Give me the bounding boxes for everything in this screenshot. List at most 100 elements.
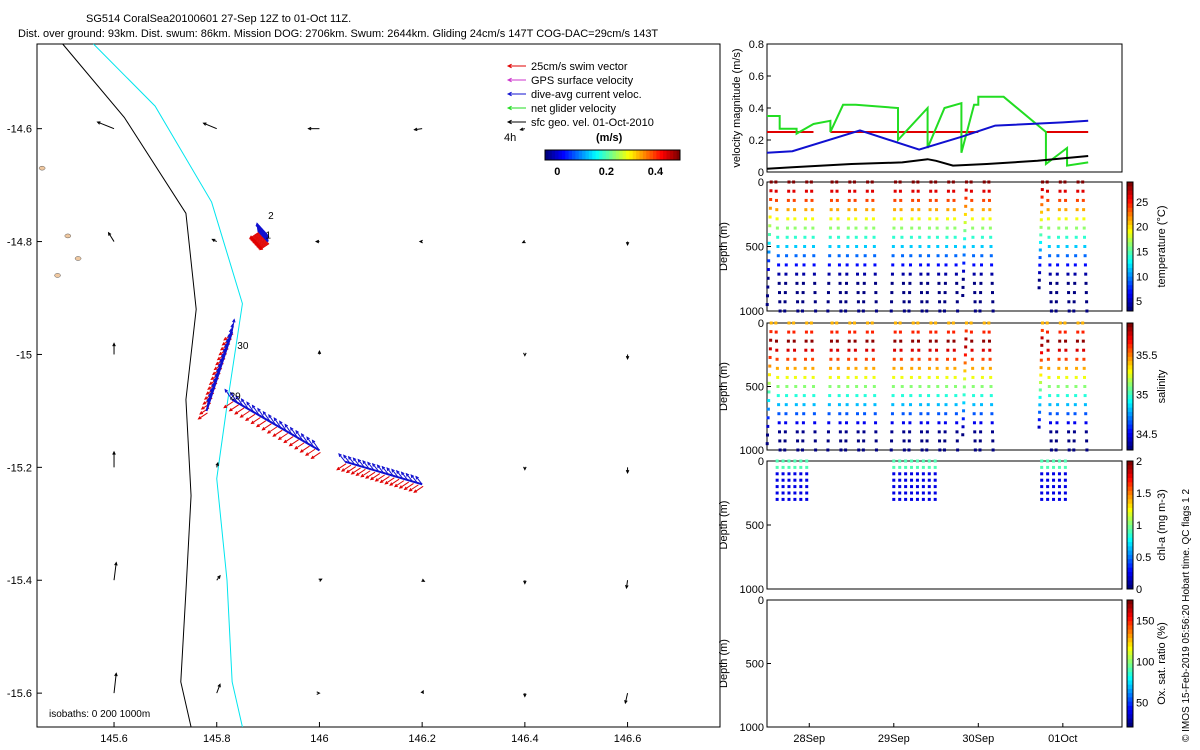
profile-sample-marker — [937, 281, 941, 285]
swim-vector-arrow-shaft — [240, 410, 250, 418]
profile-sample-marker — [1045, 321, 1049, 325]
profile-sample-marker — [837, 385, 841, 388]
profile-sample-marker — [1075, 348, 1079, 352]
profile-sample-marker — [936, 403, 940, 407]
chla-sample-marker — [1063, 465, 1067, 469]
profile-sample-marker — [1075, 339, 1079, 343]
chla-sample-marker — [933, 497, 937, 501]
profile-sample-marker — [927, 366, 931, 370]
geo-velocity-arrow-shaft — [97, 121, 115, 130]
temperature-y-tick-label: 500 — [746, 242, 764, 254]
profile-sample-marker — [980, 263, 984, 267]
profile-sample-marker — [828, 245, 832, 248]
profile-sample-marker — [838, 281, 842, 285]
current-vector-arrow-head — [284, 423, 289, 428]
swim-vector-arrow-head — [250, 420, 255, 425]
profile-sample-marker — [893, 208, 897, 212]
profile-sample-marker — [765, 433, 769, 437]
profile-sample-marker — [845, 272, 849, 276]
chla-sample-marker — [910, 472, 914, 476]
profile-sample-marker — [784, 403, 788, 407]
swim-vector-arrow-head — [205, 391, 210, 395]
salinity-colorbar-cell — [1127, 323, 1133, 328]
profile-sample-marker — [943, 448, 946, 452]
salinity-colorbar-cell — [1127, 386, 1133, 392]
chla-sample-marker — [921, 465, 925, 469]
profile-sample-marker — [856, 439, 860, 443]
profile-sample-marker — [943, 281, 947, 285]
profile-sample-marker — [953, 375, 957, 379]
profile-sample-marker — [830, 180, 834, 184]
profile-sample-marker — [945, 226, 949, 230]
profile-sample-marker — [955, 300, 959, 304]
profile-sample-marker — [775, 357, 779, 361]
profile-sample-marker — [928, 198, 932, 202]
profile-sample-marker — [1045, 189, 1049, 193]
profile-sample-marker — [953, 226, 957, 230]
chla-sample-marker — [1052, 478, 1056, 482]
profile-sample-marker — [918, 394, 922, 398]
legend-label: sfc geo. vel. 01-Oct-2010 — [531, 117, 654, 129]
profile-sample-marker — [1075, 226, 1079, 230]
profile-sample-marker — [835, 330, 839, 334]
profile-sample-marker — [1085, 309, 1089, 313]
oxygen-colorbar-cell — [1127, 612, 1133, 618]
oxygen-colorbar-cell — [1127, 638, 1133, 643]
temperature-colorbar-cell — [1127, 298, 1133, 303]
map-colorbar-cell — [666, 150, 671, 160]
chla-sample-marker — [1057, 459, 1061, 463]
profile-sample-marker — [1055, 430, 1059, 434]
profile-sample-marker — [907, 439, 911, 443]
profile-sample-marker — [1067, 448, 1071, 452]
profile-sample-marker — [828, 385, 832, 388]
profile-sample-marker — [767, 259, 771, 263]
profile-sample-marker — [777, 403, 781, 407]
profile-sample-marker — [769, 321, 773, 325]
chla-sample-marker — [933, 491, 937, 495]
profile-sample-marker — [890, 300, 894, 304]
profile-sample-marker — [1073, 421, 1077, 425]
profile-sample-marker — [988, 366, 992, 370]
day-label: 2 — [268, 211, 274, 222]
profile-sample-marker — [963, 212, 967, 216]
swim-vector-arrow-shaft — [360, 470, 371, 478]
swim-vector-arrow-shaft — [346, 466, 357, 473]
profile-sample-marker — [1039, 366, 1043, 370]
profile-sample-marker — [893, 348, 897, 352]
salinity-colorbar-cell — [1127, 339, 1133, 345]
profile-sample-marker — [865, 348, 869, 352]
profile-sample-marker — [874, 300, 878, 304]
current-vector-arrow-head — [352, 457, 357, 462]
profile-sample-marker — [909, 263, 913, 267]
profile-sample-marker — [874, 448, 878, 452]
profile-sample-marker — [926, 263, 930, 267]
profile-sample-marker — [1047, 375, 1051, 379]
profile-sample-marker — [801, 439, 805, 443]
profile-sample-marker — [1055, 412, 1059, 416]
profile-sample-marker — [989, 385, 993, 388]
profile-sample-marker — [936, 263, 940, 267]
chla-sample-marker — [793, 459, 797, 463]
profile-sample-marker — [979, 291, 983, 295]
profile-sample-marker — [793, 366, 797, 370]
chla-sample-marker — [1046, 478, 1050, 482]
profile-sample-marker — [973, 300, 977, 304]
profile-sample-marker — [944, 263, 948, 267]
profile-sample-marker — [987, 339, 991, 343]
profile-sample-marker — [962, 253, 966, 257]
chla-y-tick-label: 0 — [758, 456, 764, 468]
profile-sample-marker — [889, 309, 893, 313]
profile-sample-marker — [972, 412, 976, 416]
profile-sample-marker — [1067, 430, 1071, 434]
profile-sample-marker — [937, 291, 941, 295]
chla-colorbar-tick-label: 1.5 — [1136, 488, 1151, 500]
profile-sample-marker — [812, 272, 816, 276]
profile-sample-marker — [776, 385, 780, 388]
profile-sample-marker — [951, 321, 955, 325]
geo-velocity-arrow-shaft — [414, 128, 423, 131]
salinity-y-tick-label: 500 — [746, 382, 764, 394]
profile-sample-marker — [943, 300, 947, 304]
chla-sample-marker — [1046, 465, 1050, 469]
salinity-colorbar-cell — [1127, 394, 1133, 400]
profile-sample-marker — [962, 245, 966, 249]
